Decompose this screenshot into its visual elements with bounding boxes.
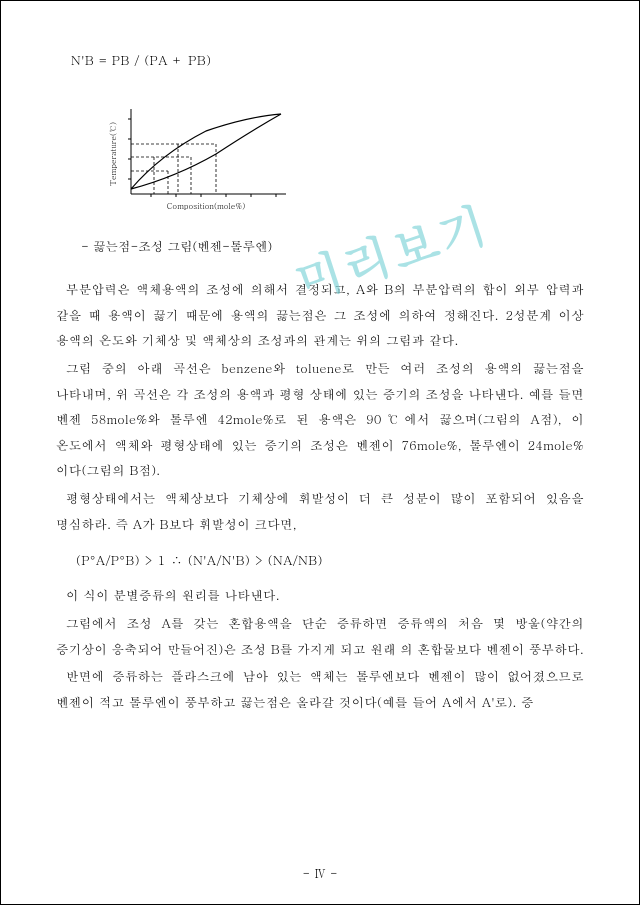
formula-middle: (P°A/P°B) > 1 ∴ (N'A/N'B) > (NA/NB) <box>76 551 584 569</box>
phase-diagram-chart: Temperature(℃) <box>106 99 584 219</box>
paragraph-5: 그림에서 조성 A를 갖는 혼합용액을 단순 증류하면 증류액의 처음 몇 방울… <box>56 611 584 662</box>
paragraph-3: 평형상태에서는 액체상보다 기체상에 휘발성이 더 큰 성분이 많이 포함되어 … <box>56 486 584 537</box>
page-number: - Ⅳ - <box>1 865 639 882</box>
paragraph-1: 부분압력은 액체용액의 조성에 의해서 결정되고, A와 B의 부분압력의 합이… <box>56 277 584 354</box>
paragraph-6: 반면에 증류하는 플라스크에 남아 있는 액체는 톨루엔보다 벤젠이 많이 없어… <box>56 664 584 715</box>
svg-text:Composition(mole%): Composition(mole%) <box>167 201 245 212</box>
formula-top: N'B = PB / (PA + PB) <box>71 51 584 69</box>
paragraph-2: 그림 중의 아래 곡선은 benzene와 toluene로 만든 여러 조성의… <box>56 356 584 484</box>
chart-caption: - 끓는점-조성 그림(벤젠-톨루엔) <box>81 237 584 255</box>
svg-text:Temperature(℃): Temperature(℃) <box>108 122 119 186</box>
document-page: 미리보기 N'B = PB / (PA + PB) Temperature(℃) <box>0 0 640 905</box>
paragraph-4: 이 식이 분별증류의 원리를 나타낸다. <box>56 583 584 609</box>
